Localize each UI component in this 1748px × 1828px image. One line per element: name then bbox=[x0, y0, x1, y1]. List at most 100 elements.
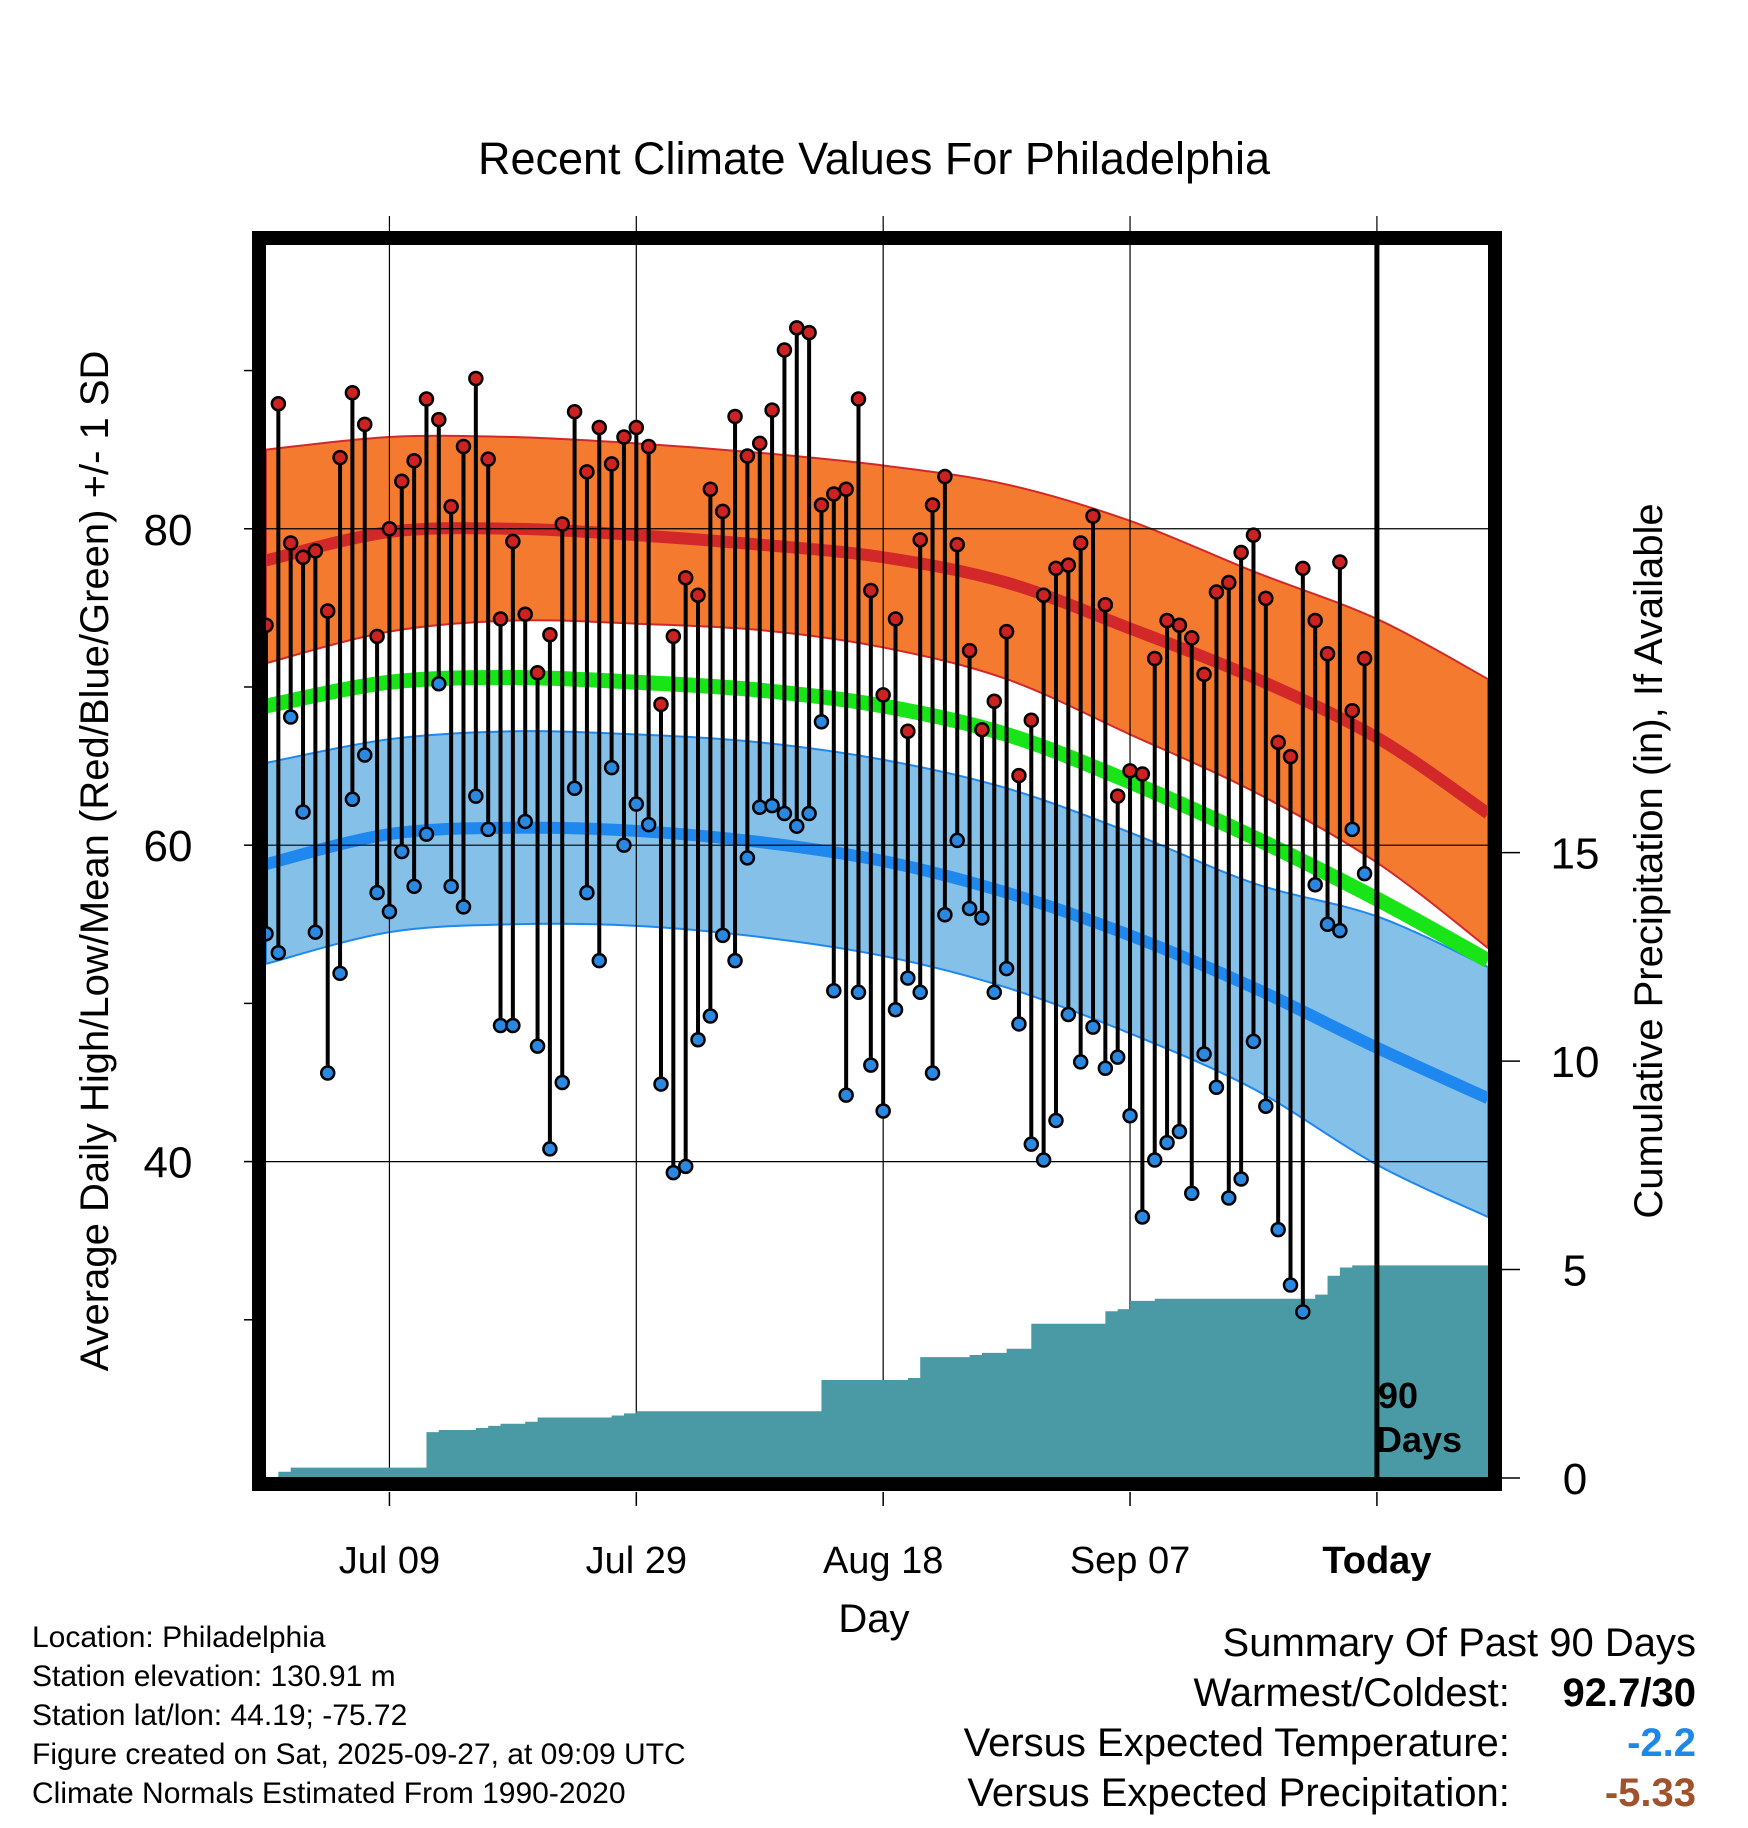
summary-panel: Summary Of Past 90 Days Warmest/Coldest:… bbox=[964, 1618, 1696, 1818]
daily-high-point bbox=[1060, 557, 1077, 573]
daily-low-point bbox=[332, 965, 348, 982]
daily-low-point bbox=[1307, 876, 1323, 893]
daily-low-point bbox=[1146, 1152, 1163, 1168]
y2-tick-label: 15 bbox=[1551, 830, 1600, 879]
daily-high-point bbox=[714, 503, 731, 520]
daily-low-point bbox=[640, 816, 657, 833]
daily-high-point bbox=[1196, 666, 1212, 683]
daily-high-point bbox=[1159, 612, 1175, 629]
daily-high-point bbox=[850, 391, 867, 407]
y-tick-label: 40 bbox=[144, 1139, 193, 1188]
daily-high-point bbox=[640, 438, 657, 455]
daily-low-point bbox=[702, 1008, 719, 1024]
daily-high-point bbox=[628, 419, 645, 436]
daily-high-point bbox=[813, 497, 830, 513]
daily-high-point bbox=[307, 543, 324, 559]
daily-high-point bbox=[912, 532, 928, 548]
daily-high-point bbox=[653, 696, 669, 713]
daily-high-point bbox=[1011, 767, 1027, 784]
summary-title: Summary Of Past 90 Days bbox=[1222, 1621, 1696, 1665]
daily-low-point bbox=[579, 884, 595, 901]
temp-anomaly-label: Versus Expected Temperature: bbox=[963, 1721, 1510, 1765]
daily-low-point bbox=[356, 747, 373, 763]
daily-high-point bbox=[727, 408, 743, 425]
daily-low-point bbox=[813, 714, 830, 730]
daily-low-point bbox=[1282, 1277, 1299, 1293]
daily-high-point bbox=[690, 587, 706, 603]
plot-frame bbox=[252, 231, 1502, 1491]
daily-low-point bbox=[406, 878, 422, 895]
y2-tick-label: 5 bbox=[1563, 1247, 1587, 1296]
daily-high-point bbox=[418, 391, 435, 407]
daily-low-point bbox=[1159, 1134, 1175, 1151]
daily-high-point bbox=[492, 611, 509, 627]
daily-high-point bbox=[1344, 702, 1360, 719]
daily-high-point bbox=[1221, 574, 1237, 591]
daily-high-point bbox=[616, 429, 632, 445]
daily-high-point bbox=[1134, 766, 1151, 782]
chart-title: Recent Climate Values For Philadelphia bbox=[478, 133, 1271, 184]
daily-high-point bbox=[455, 438, 472, 455]
daily-low-point bbox=[1344, 821, 1360, 838]
daily-low-point bbox=[1208, 1079, 1225, 1095]
precip-anomaly-value: -5.33 bbox=[1604, 1771, 1696, 1815]
daily-high-point bbox=[924, 497, 941, 513]
daily-low-point bbox=[443, 878, 459, 895]
daily-high-point bbox=[937, 468, 953, 485]
daily-high-point bbox=[1097, 596, 1114, 613]
daily-high-point bbox=[949, 536, 965, 553]
daily-high-point bbox=[838, 481, 854, 497]
daily-high-point bbox=[591, 419, 608, 436]
daily-high-point bbox=[381, 521, 398, 537]
today-label-line1: 90 bbox=[1378, 1375, 1418, 1416]
x-tick-label: Aug 18 bbox=[823, 1540, 943, 1582]
daily-high-point bbox=[1048, 560, 1064, 577]
daily-low-point bbox=[1122, 1107, 1138, 1124]
location-text: Location: Philadelphia bbox=[32, 1621, 326, 1654]
y2-axis-label: Cumulative Precipitation (in), If Availa… bbox=[1627, 503, 1671, 1218]
daily-low-point bbox=[776, 805, 793, 822]
daily-low-point bbox=[295, 804, 311, 820]
daily-low-point bbox=[517, 813, 533, 830]
daily-high-point bbox=[344, 384, 361, 401]
daily-low-point bbox=[418, 826, 435, 842]
daily-low-point bbox=[665, 1164, 682, 1181]
daily-high-point bbox=[1356, 650, 1373, 667]
daily-high-point bbox=[603, 456, 620, 472]
daily-low-point bbox=[1332, 922, 1348, 939]
daily-low-point bbox=[1319, 916, 1336, 933]
daily-high-point bbox=[677, 570, 694, 586]
daily-high-point bbox=[517, 606, 533, 622]
daily-low-point bbox=[690, 1032, 706, 1048]
warm-cold-label: Warmest/Coldest: bbox=[1193, 1671, 1510, 1715]
daily-high-point bbox=[665, 628, 682, 645]
daily-high-point bbox=[998, 623, 1015, 640]
daily-low-point bbox=[542, 1141, 558, 1157]
normals-text: Climate Normals Estimated From 1990-2020 bbox=[32, 1777, 626, 1810]
x-tick-label: Today bbox=[1322, 1540, 1431, 1582]
daily-high-point bbox=[1171, 617, 1188, 634]
daily-high-point bbox=[295, 549, 311, 565]
daily-high-point bbox=[529, 664, 546, 681]
daily-low-point bbox=[591, 952, 608, 969]
daily-low-point bbox=[394, 843, 410, 860]
daily-low-point bbox=[616, 837, 632, 853]
daily-high-point bbox=[1208, 584, 1225, 600]
y-tick-label: 80 bbox=[144, 506, 193, 555]
daily-low-point bbox=[1295, 1304, 1311, 1320]
daily-high-point bbox=[1258, 590, 1274, 607]
warm-cold-value: 92.7/30 bbox=[1562, 1671, 1696, 1715]
daily-low-point bbox=[850, 984, 867, 1001]
daily-high-point bbox=[1319, 646, 1336, 662]
elevation-text: Station elevation: 130.91 m bbox=[32, 1660, 396, 1693]
daily-low-point bbox=[344, 791, 361, 808]
daily-low-point bbox=[468, 788, 484, 804]
daily-high-point bbox=[1023, 712, 1040, 728]
daily-high-point bbox=[505, 533, 521, 550]
daily-high-point bbox=[431, 411, 447, 428]
precip-anomaly-label: Versus Expected Precipitation: bbox=[967, 1771, 1510, 1815]
daily-low-point bbox=[628, 796, 645, 812]
daily-low-point bbox=[319, 1065, 336, 1081]
x-tick-label: Sep 07 bbox=[1070, 1540, 1190, 1582]
